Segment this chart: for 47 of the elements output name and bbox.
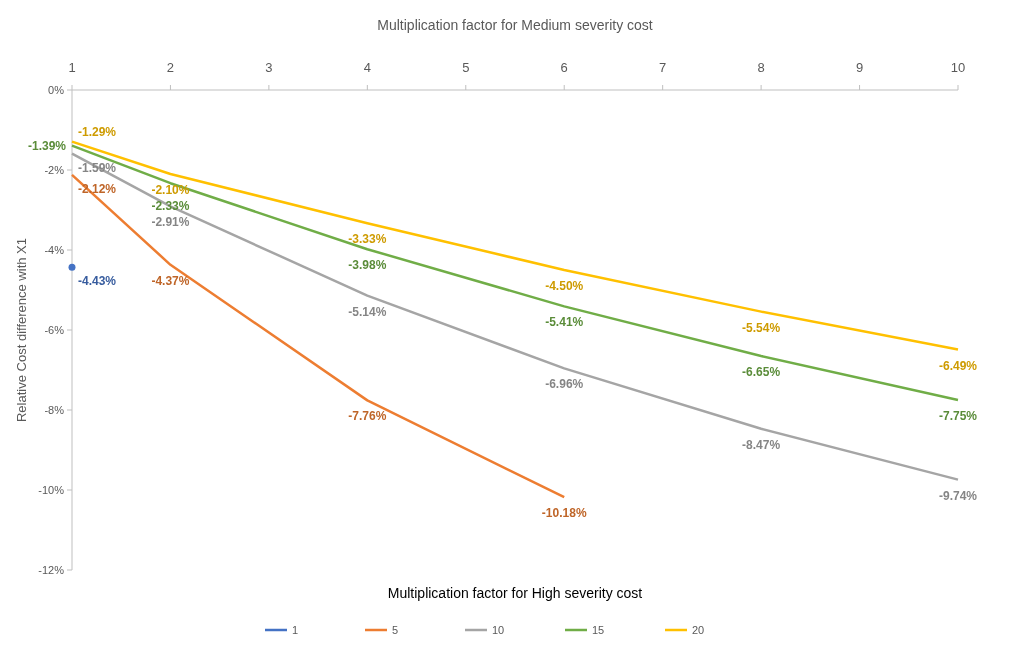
data-label: -2.10% bbox=[151, 183, 190, 197]
data-label: -7.76% bbox=[348, 409, 387, 424]
x-tick-label: 3 bbox=[265, 60, 273, 75]
data-label: -1.29% bbox=[78, 124, 117, 139]
y-tick-label: -12% bbox=[38, 564, 65, 576]
data-label: -1.39% bbox=[27, 138, 67, 153]
x-axis-title: Multiplication factor for High severity cost bbox=[387, 585, 643, 601]
x-tick-label: 2 bbox=[166, 60, 175, 75]
x-tick-label: 4 bbox=[363, 60, 371, 75]
legend-label: 20 bbox=[692, 624, 705, 636]
data-label: -10.18% bbox=[541, 506, 587, 521]
data-label: -5.14% bbox=[348, 304, 387, 319]
data-label: -4.50% bbox=[545, 279, 584, 293]
data-label: -2.33% bbox=[151, 199, 190, 213]
line-series bbox=[70, 140, 960, 351]
data-label: -7.75% bbox=[938, 409, 978, 423]
legend-label: 1 bbox=[292, 624, 299, 636]
data-label: -3.33% bbox=[348, 232, 387, 247]
x-tick-label: 9 bbox=[855, 60, 864, 75]
data-label: -6.49% bbox=[938, 358, 978, 373]
x-tick-label: 8 bbox=[757, 60, 765, 75]
legend-label: 5 bbox=[392, 624, 399, 636]
y-tick-label: -8% bbox=[44, 404, 65, 416]
legend-label: 10 bbox=[492, 624, 505, 636]
data-label: -2.91% bbox=[151, 215, 190, 230]
y-tick-label: 0% bbox=[48, 84, 65, 96]
data-label: -5.54% bbox=[742, 320, 781, 335]
x-tick-label: 7 bbox=[659, 60, 667, 75]
x2-axis-title: Multiplication factor for Medium severity cost bbox=[377, 17, 653, 33]
data-label: -9.74% bbox=[938, 488, 978, 503]
data-label: -6.96% bbox=[545, 377, 584, 392]
data-label: -3.98% bbox=[348, 258, 387, 273]
data-label: -4.43% bbox=[78, 274, 117, 289]
data-label: -4.37% bbox=[151, 273, 190, 288]
data-label: -5.41% bbox=[545, 315, 584, 330]
data-label: -6.65% bbox=[742, 365, 781, 379]
y-tick-label: -10% bbox=[38, 484, 65, 496]
y-tick-label: -2% bbox=[44, 164, 65, 176]
y-tick-label: -6% bbox=[44, 324, 65, 336]
x-tick-label: 10 bbox=[950, 60, 966, 75]
x-tick-label: 6 bbox=[560, 60, 568, 75]
legend-label: 15 bbox=[592, 624, 605, 636]
data-label: -8.47% bbox=[742, 437, 781, 452]
y-axis-title: Relative Cost difference with X1 bbox=[14, 237, 29, 423]
x-tick-label: 5 bbox=[462, 60, 470, 75]
y-tick-label: -4% bbox=[44, 244, 65, 256]
x-tick-label: 1 bbox=[68, 60, 76, 75]
